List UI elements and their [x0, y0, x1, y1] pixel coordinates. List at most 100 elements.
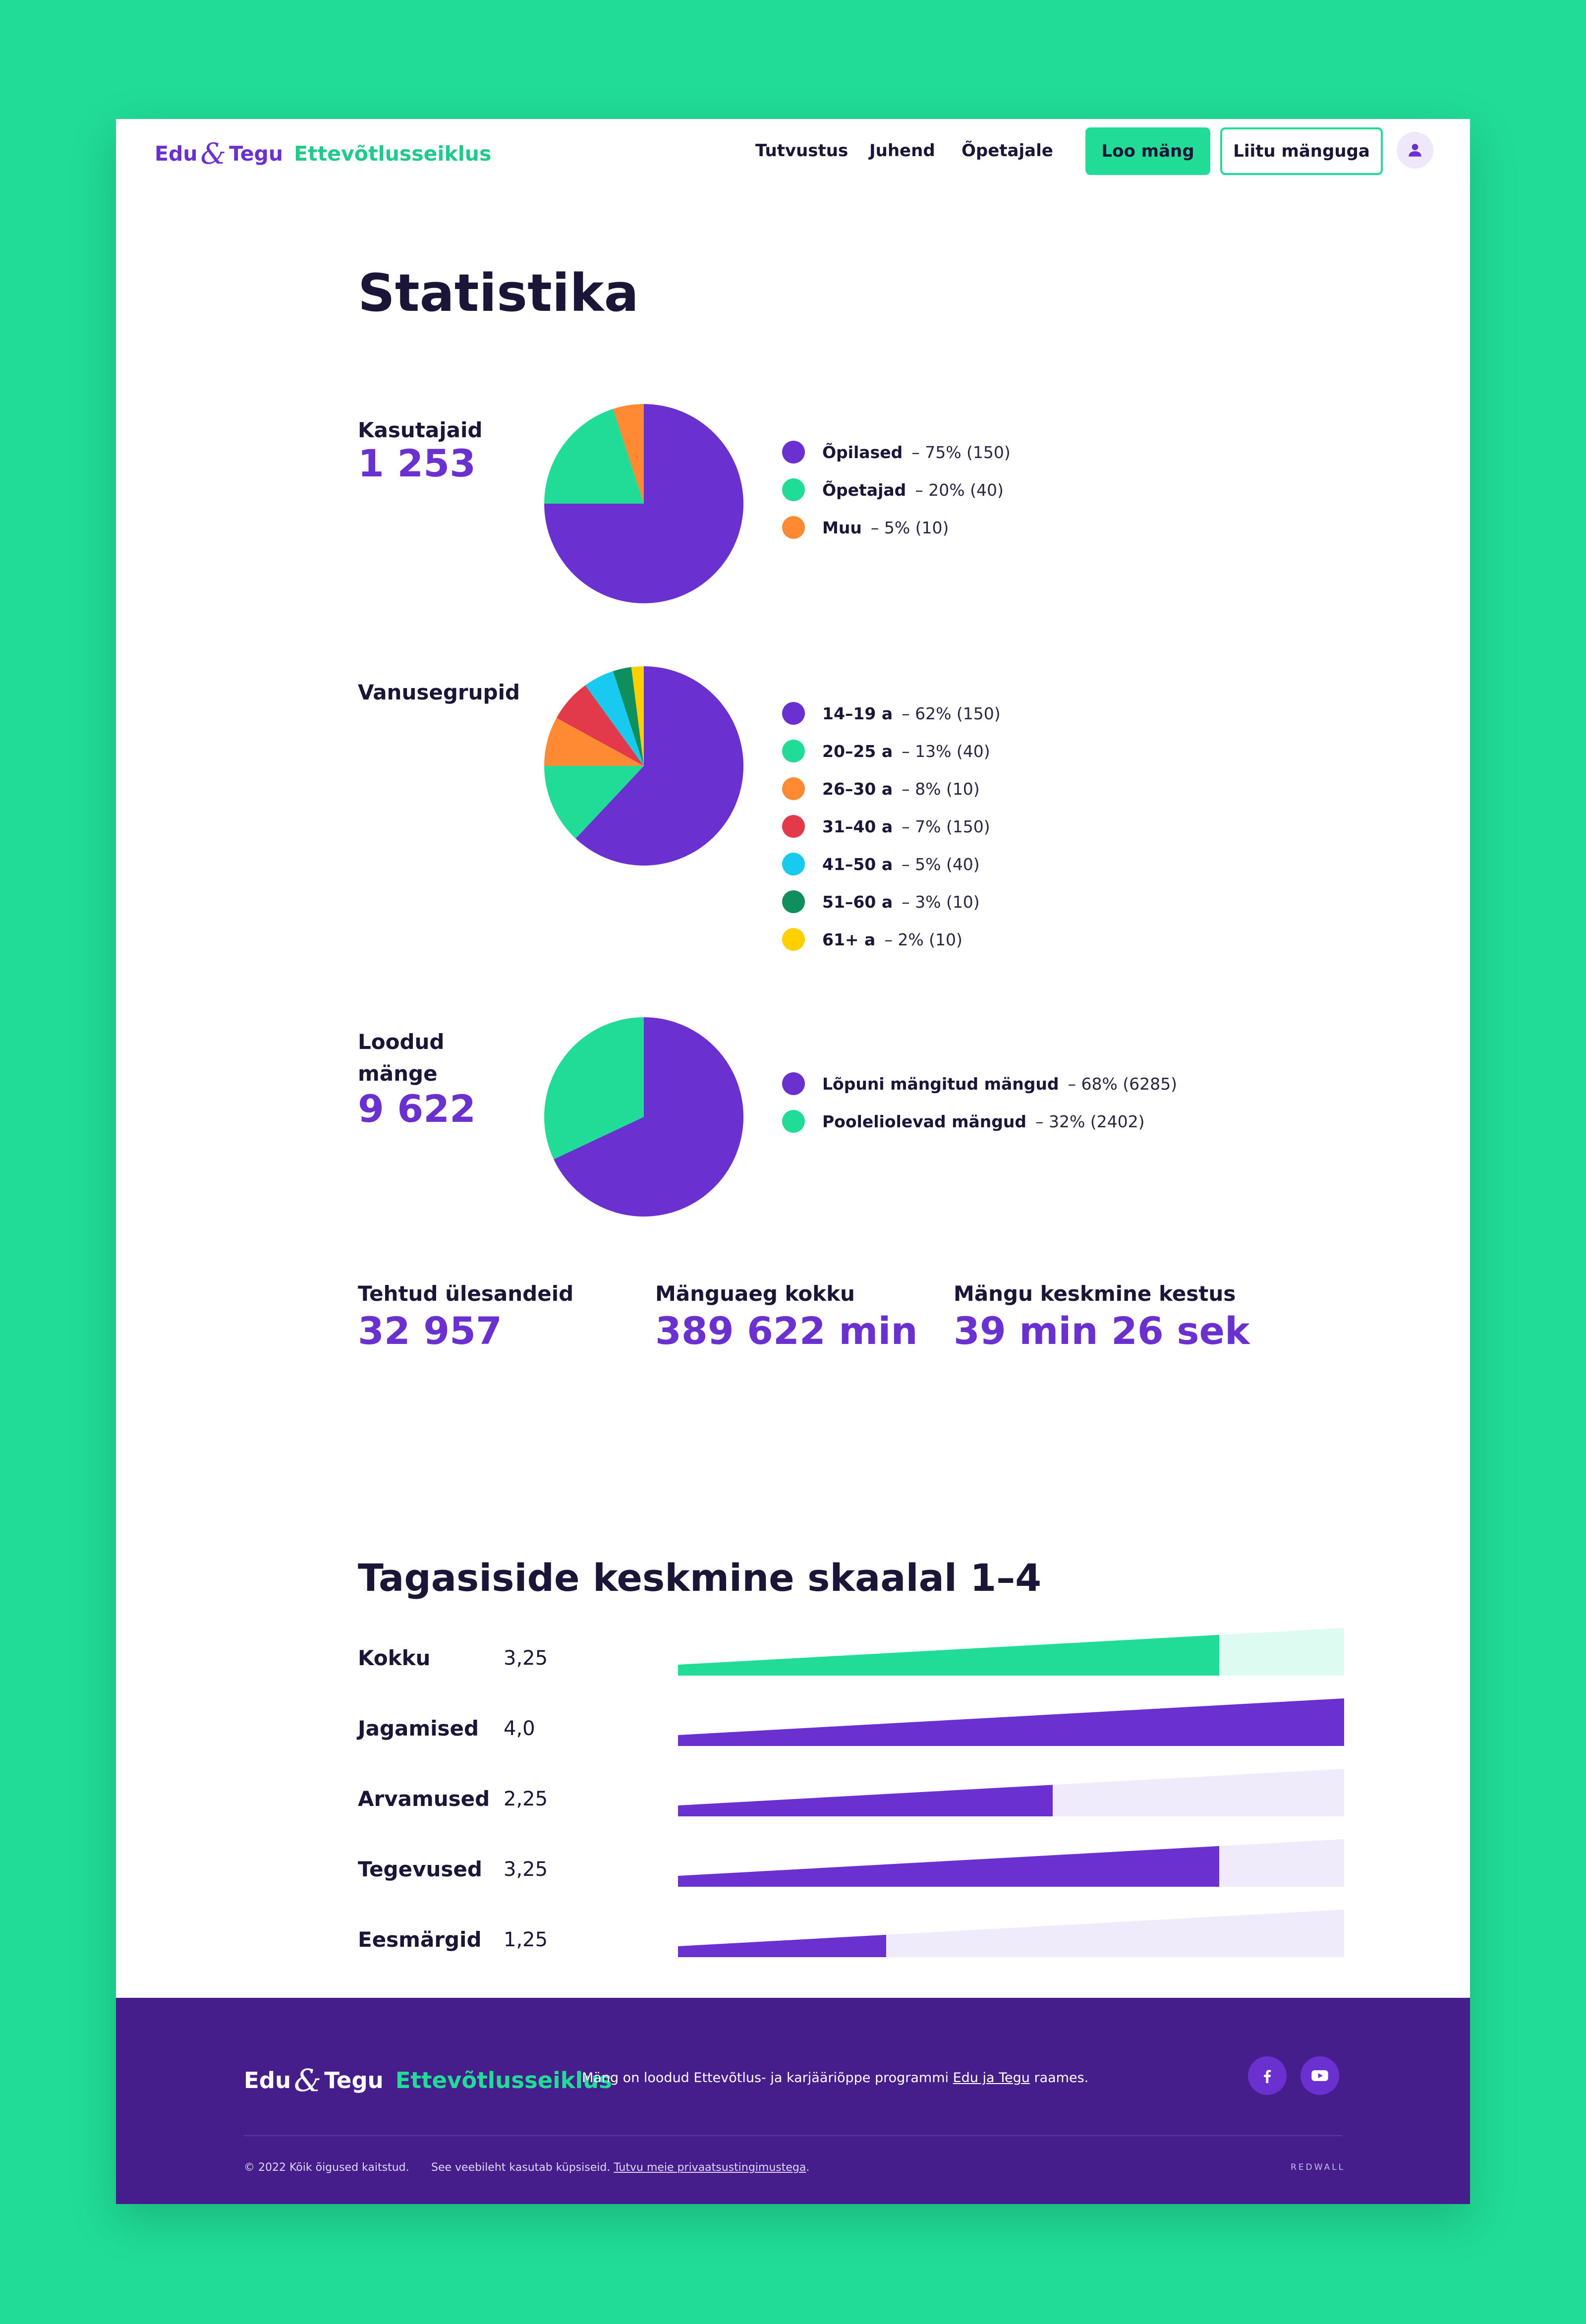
feedback-bar — [678, 1628, 1344, 1676]
legend-value: – 20% (40) — [915, 480, 1004, 500]
games-legend: Lõpuni mängitud mängud – 68% (6285) Poolel… — [782, 1065, 1177, 1140]
games-pie-chart — [544, 1017, 743, 1217]
feedback-bar — [678, 1910, 1344, 1957]
ages-legend-item: 14–19 a – 62% (150) — [782, 695, 1001, 732]
ages-slice-7 — [631, 666, 644, 766]
users-legend-item: Muu – 5% (10) — [782, 509, 1011, 546]
create-game-button[interactable]: Loo mäng — [1085, 127, 1210, 175]
ages-slice-6 — [613, 667, 644, 766]
footer: Edu & Tegu Ettevõtlusseiklus Mäng on loo… — [116, 1998, 1470, 2204]
users-pie-chart — [544, 404, 743, 603]
copyright: © 2022 Kõik õigused kaitstud. — [244, 2161, 409, 2174]
legend-value: – 5% (40) — [902, 854, 980, 874]
feedback-bar — [678, 1839, 1344, 1887]
legend-label: Õpilased — [822, 442, 903, 462]
legend-label: Pooleliolevad mängud — [822, 1111, 1026, 1131]
legend-dot-icon — [782, 702, 805, 725]
legend-label: 14–19 a — [822, 703, 893, 723]
legend-value: – 32% (2402) — [1035, 1111, 1145, 1131]
legend-value: – 7% (150) — [902, 816, 990, 836]
ages-label: Vanusegrupid — [358, 680, 520, 704]
footer-description: Mäng on loodud Ettevõtlus- ja karjääriõp… — [582, 2070, 1088, 2086]
legend-dot-icon — [782, 815, 805, 838]
feedback-row: Tegevused 3,25 — [358, 1839, 1344, 1889]
ages-legend-item: 41–50 a – 5% (40) — [782, 845, 1001, 883]
cookie-text: See veebileht kasutab küpsiseid. — [431, 2161, 614, 2174]
footer-logo-ampersand: & — [294, 2062, 322, 2098]
feedback-row: Jagamised 4,0 — [358, 1698, 1344, 1748]
ages-pie-chart — [544, 666, 743, 866]
users-label: Kasutajaid — [358, 418, 483, 442]
legend-dot-icon — [782, 777, 805, 800]
feedback-bar-fill — [678, 1698, 1344, 1746]
legend-dot-icon — [782, 740, 805, 762]
ages-slice-1 — [575, 666, 743, 866]
nav-opetajale[interactable]: Õpetajale — [962, 141, 1053, 161]
feedback-bar-fill — [678, 1634, 1219, 1676]
feedback-bar-fill — [678, 1785, 1053, 1816]
legend-label: 61+ a — [822, 930, 876, 949]
feedback-bar-fill — [678, 1934, 886, 1957]
facebook-button[interactable] — [1248, 2056, 1287, 2095]
cookie-end: . — [806, 2161, 810, 2174]
feedback-row-value: 3,25 — [504, 1647, 548, 1670]
ages-slice-5 — [585, 671, 644, 766]
avg-duration-label: Mängu keskmine kestus — [954, 1281, 1236, 1306]
users-legend: Õpilased – 75% (150) Õpetajad – 20% (40) Muu… — [782, 433, 1011, 546]
logo-edu: Edu — [155, 142, 198, 166]
join-game-button[interactable]: Liitu mänguga — [1220, 127, 1383, 175]
ages-slice-2 — [544, 766, 644, 839]
logo-product: Ettevõtlusseiklus — [294, 142, 492, 166]
feedback-row: Arvamused 2,25 — [358, 1769, 1344, 1818]
legend-label: 26–30 a — [822, 779, 893, 799]
legend-label: Õpetajad — [822, 480, 906, 500]
footer-logo-product: Ettevõtlusseiklus — [395, 2067, 612, 2093]
feedback-row-label: Arvamused — [358, 1787, 490, 1811]
privacy-link[interactable]: Tutvu meie privaatsustingimustega — [614, 2161, 806, 2174]
legend-value: – 75% (150) — [911, 442, 1011, 462]
feedback-bar — [678, 1769, 1344, 1816]
feedback-row-value: 4,0 — [504, 1717, 535, 1740]
ages-legend-item: 26–30 a – 8% (10) — [782, 770, 1001, 808]
legend-value: – 3% (10) — [902, 892, 980, 912]
footer-logo[interactable]: Edu & Tegu Ettevõtlusseiklus — [244, 2062, 612, 2098]
legend-value: – 5% (10) — [870, 518, 949, 537]
feedback-title: Tagasiside keskmine skaalal 1–4 — [358, 1556, 1042, 1600]
feedback-bar-fill — [678, 1846, 1219, 1887]
legend-value: – 2% (10) — [884, 930, 963, 949]
footer-program-link[interactable]: Edu ja Tegu — [953, 2070, 1030, 2086]
legend-dot-icon — [782, 516, 805, 539]
nav-tutvustus[interactable]: Tutvustus — [755, 141, 849, 161]
nav-juhend[interactable]: Juhend — [869, 141, 935, 161]
footer-logo-tegu: Tegu — [324, 2067, 384, 2093]
legend-label: 41–50 a — [822, 854, 893, 874]
avg-duration-value: 39 min 26 sek — [954, 1309, 1250, 1353]
users-count: 1 253 — [358, 441, 476, 485]
logo[interactable]: Edu & Tegu Ettevõtlusseiklus — [155, 137, 491, 171]
games-legend-item: Pooleliolevad mängud – 32% (2402) — [782, 1103, 1177, 1140]
legend-value: – 13% (40) — [902, 741, 990, 761]
feedback-row-value: 1,25 — [504, 1928, 548, 1951]
users-slice-3 — [613, 404, 644, 504]
legend-label: Muu — [822, 518, 862, 537]
youtube-button[interactable] — [1301, 2056, 1339, 2095]
user-icon — [1409, 144, 1421, 157]
legend-dot-icon — [782, 441, 805, 464]
legend-label: 31–40 a — [822, 816, 893, 836]
user-avatar-button[interactable] — [1397, 132, 1433, 169]
feedback-row-label: Eesmärgid — [358, 1927, 482, 1952]
feedback-row: Kokku 3,25 — [358, 1628, 1344, 1678]
credit-redwall[interactable]: REDWALL — [1291, 2162, 1346, 2172]
feedback-row-label: Jagamised — [358, 1716, 479, 1741]
games-count: 9 622 — [358, 1087, 476, 1131]
legend-label: 51–60 a — [822, 892, 893, 912]
feedback-row: Eesmärgid 1,25 — [358, 1910, 1344, 1959]
legend-dot-icon — [782, 890, 805, 913]
facebook-icon — [1264, 2070, 1271, 2083]
feedback-bar — [678, 1698, 1344, 1746]
ages-legend-item: 20–25 a – 13% (40) — [782, 732, 1001, 770]
ages-legend-item: 51–60 a – 3% (10) — [782, 883, 1001, 921]
logo-ampersand: & — [200, 137, 227, 171]
legend-dot-icon — [782, 1072, 805, 1095]
page: Edu & Tegu Ettevõtlusseiklus Tutvustus J… — [116, 119, 1470, 2204]
